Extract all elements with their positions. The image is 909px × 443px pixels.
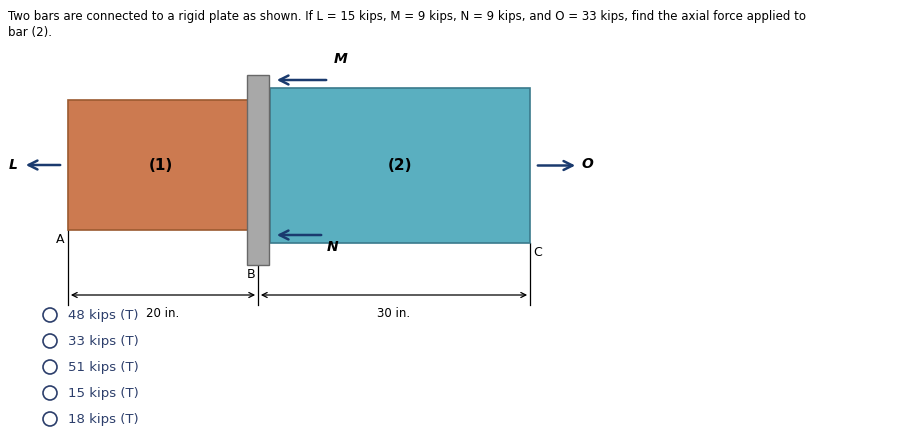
Text: B: B xyxy=(246,268,255,281)
Text: 33 kips (T): 33 kips (T) xyxy=(68,334,139,347)
Text: O: O xyxy=(582,156,594,171)
Text: (2): (2) xyxy=(388,158,413,173)
Text: L: L xyxy=(9,158,18,172)
Text: 30 in.: 30 in. xyxy=(377,307,411,320)
Text: 20 in.: 20 in. xyxy=(146,307,180,320)
Text: M: M xyxy=(334,52,348,66)
Text: Two bars are connected to a rigid plate as shown. If L = 15 kips, M = 9 kips, N : Two bars are connected to a rigid plate … xyxy=(8,10,806,23)
Text: 18 kips (T): 18 kips (T) xyxy=(68,412,139,425)
Text: A: A xyxy=(55,233,64,246)
Bar xyxy=(68,100,253,230)
Text: C: C xyxy=(533,246,542,259)
Text: (1): (1) xyxy=(148,158,173,172)
Text: 51 kips (T): 51 kips (T) xyxy=(68,361,139,373)
Bar xyxy=(247,75,269,265)
Text: 15 kips (T): 15 kips (T) xyxy=(68,386,139,400)
Text: bar (2).: bar (2). xyxy=(8,26,52,39)
Text: N: N xyxy=(327,240,339,254)
Bar xyxy=(270,88,530,243)
Text: 48 kips (T): 48 kips (T) xyxy=(68,308,138,322)
